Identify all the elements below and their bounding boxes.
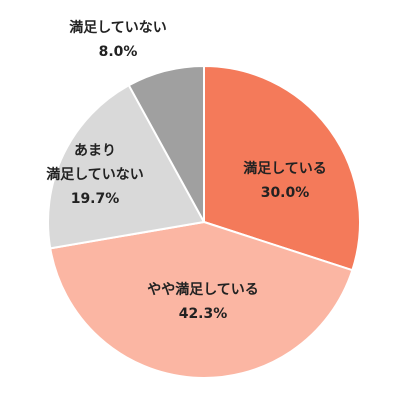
- value-label: 42.3%: [178, 306, 228, 322]
- value-label: 30.0%: [260, 185, 310, 201]
- category-label: やや満足している: [147, 282, 259, 298]
- slice-label: あまり 満足していない 19.7%: [46, 139, 144, 211]
- pie-slice: [47, 83, 206, 250]
- category-label: 満足していない: [69, 20, 167, 36]
- value-label: 8.0%: [98, 44, 138, 60]
- pie-slice: [203, 64, 361, 272]
- pie-slice: [127, 64, 205, 223]
- slice-label: 満足していない 8.0%: [69, 16, 167, 64]
- slice-label: やや満足している 42.3%: [147, 278, 259, 326]
- category-label: あまり 満足していない: [46, 143, 144, 183]
- slice-label: 満足している 30.0%: [243, 157, 327, 205]
- value-label: 19.7%: [70, 191, 120, 207]
- category-label: 満足している: [243, 161, 327, 177]
- pie-slice: [49, 220, 354, 379]
